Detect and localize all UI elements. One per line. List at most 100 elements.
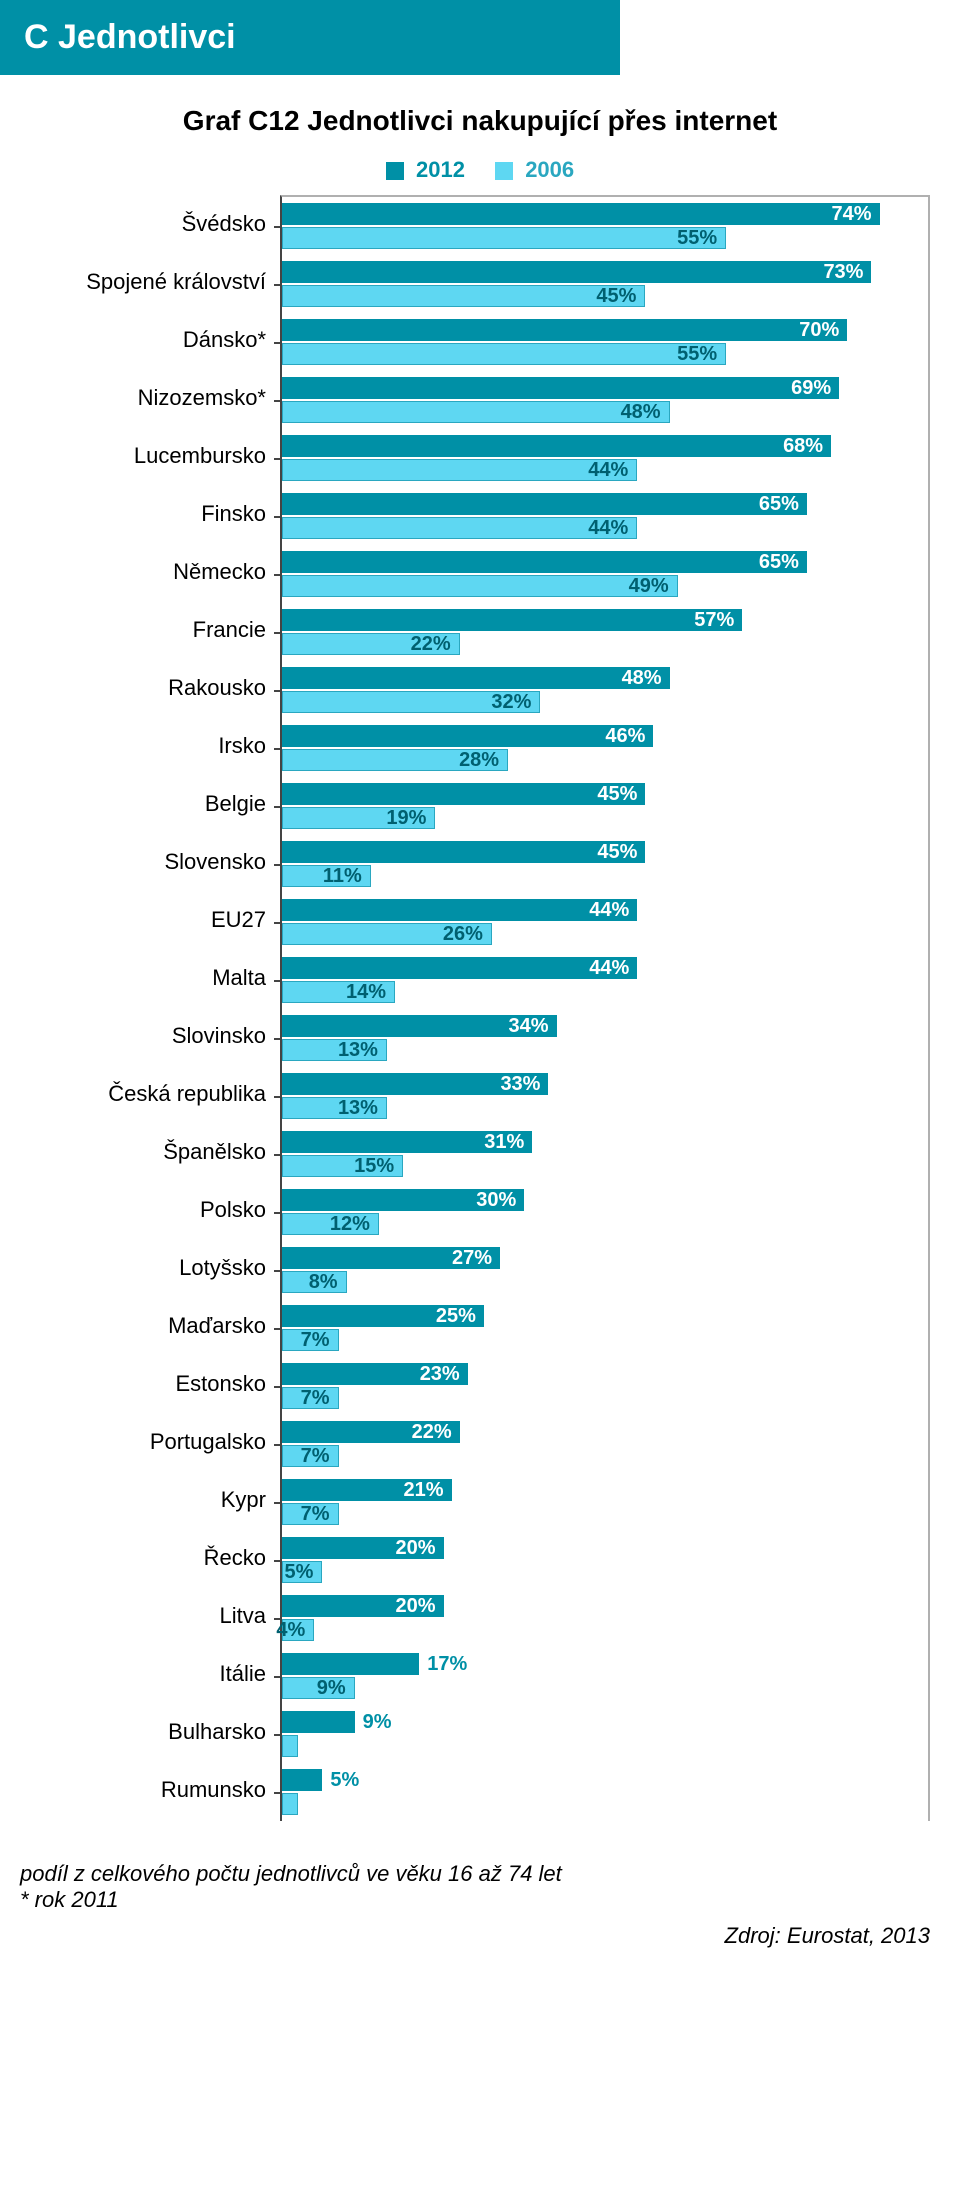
- bar-2006: 5%: [282, 1561, 322, 1583]
- bar-2012: 57%: [282, 609, 742, 631]
- bar-2012: 73%: [282, 261, 871, 283]
- value-2006: 9%: [317, 1677, 354, 1700]
- bar-2012: 45%: [282, 783, 645, 805]
- bar-row: 74%55%: [282, 197, 928, 255]
- bar-2012: 20%: [282, 1537, 444, 1559]
- bar-2012: 74%: [282, 203, 880, 225]
- bar-2012: 33%: [282, 1073, 548, 1095]
- value-2012: 9%: [355, 1711, 392, 1734]
- bar-row: 17% 9%: [282, 1647, 928, 1705]
- y-label: Lucembursko: [30, 427, 280, 485]
- bars-area: 74%55%73%45%70%55%69%48%68%44%65%44%65%4…: [280, 195, 930, 1821]
- bar-2006: [282, 1735, 298, 1757]
- legend-swatch-2012: [386, 162, 404, 180]
- bar-2006: 7%: [282, 1503, 339, 1525]
- bar-row: 20% 5%: [282, 1531, 928, 1589]
- y-label: Maďarsko: [30, 1297, 280, 1355]
- bar-2012: 69%: [282, 377, 839, 399]
- value-2006: 48%: [621, 401, 669, 424]
- bar-row: 44% 26%: [282, 893, 928, 951]
- bar-row: 46%28%: [282, 719, 928, 777]
- value-2006: 13%: [338, 1039, 386, 1062]
- bar-2006: 11%: [282, 865, 371, 887]
- bar-2006: 32%: [282, 691, 540, 713]
- bar-2006: 14%: [282, 981, 395, 1003]
- y-label: EU27: [30, 891, 280, 949]
- bar-2012: 68%: [282, 435, 831, 457]
- value-2006: 32%: [491, 691, 539, 714]
- bar-row: 57%22%: [282, 603, 928, 661]
- value-2012: 70%: [799, 319, 847, 342]
- bar-2006: 8%: [282, 1271, 347, 1293]
- bar-row: 21% 7%: [282, 1473, 928, 1531]
- bar-2006: 13%: [282, 1097, 387, 1119]
- bar-row: 69%48%: [282, 371, 928, 429]
- bar-row: 23%7%: [282, 1357, 928, 1415]
- legend-swatch-2006: [495, 162, 513, 180]
- bar-2012: 22%: [282, 1421, 460, 1443]
- y-label: Lotyšsko: [30, 1239, 280, 1297]
- y-label: Dánsko*: [30, 311, 280, 369]
- bar-row: 27% 8%: [282, 1241, 928, 1299]
- bar-row: 73%45%: [282, 255, 928, 313]
- bar-row: 9%: [282, 1705, 928, 1763]
- bar-row: 22% 7%: [282, 1415, 928, 1473]
- section-header: C Jednotlivci: [0, 0, 620, 75]
- y-label: Malta: [30, 949, 280, 1007]
- value-2012: 25%: [436, 1305, 484, 1328]
- y-label: Itálie: [30, 1645, 280, 1703]
- y-label: Německo: [30, 543, 280, 601]
- bar-2006: 22%: [282, 633, 460, 655]
- footnote: podíl z celkového počtu jednotlivců ve v…: [0, 1831, 960, 1913]
- y-label: Slovensko: [30, 833, 280, 891]
- value-2012: 23%: [420, 1363, 468, 1386]
- legend-label-2006: 2006: [525, 157, 574, 182]
- bar-2012: 23%: [282, 1363, 468, 1385]
- value-2012: 17%: [419, 1653, 467, 1676]
- value-2012: 31%: [484, 1131, 532, 1154]
- y-label: Švédsko: [30, 195, 280, 253]
- value-2006: 4%: [276, 1619, 313, 1642]
- bar-2012: 65%: [282, 493, 807, 515]
- bar-2012: 46%: [282, 725, 653, 747]
- y-axis-labels: ŠvédskoSpojené královstvíDánsko*Nizozems…: [30, 195, 280, 1819]
- value-2012: 27%: [452, 1247, 500, 1270]
- value-2006: 12%: [330, 1213, 378, 1236]
- y-label: Rakousko: [30, 659, 280, 717]
- value-2006: 13%: [338, 1097, 386, 1120]
- value-2012: 20%: [395, 1537, 443, 1560]
- value-2012: 73%: [823, 261, 871, 284]
- y-label: Polsko: [30, 1181, 280, 1239]
- bar-row: 25% 7%: [282, 1299, 928, 1357]
- chart-container: Graf C12 Jednotlivci nakupující přes int…: [0, 75, 960, 1831]
- bar-2006: 7%: [282, 1445, 339, 1467]
- value-2012: 22%: [412, 1421, 460, 1444]
- y-label: Rumunsko: [30, 1761, 280, 1819]
- y-label: Kypr: [30, 1471, 280, 1529]
- value-2012: 68%: [783, 435, 831, 458]
- bar-row: 48%32%: [282, 661, 928, 719]
- value-2006: 7%: [301, 1329, 338, 1352]
- value-2012: 74%: [832, 203, 880, 226]
- bar-2006: 26%: [282, 923, 492, 945]
- value-2012: 65%: [759, 551, 807, 574]
- legend-label-2012: 2012: [416, 157, 465, 182]
- y-label: Spojené království: [30, 253, 280, 311]
- value-2006: 19%: [386, 807, 434, 830]
- bar-row: 70%55%: [282, 313, 928, 371]
- bar-row: 45%11%: [282, 835, 928, 893]
- bar-2006: 4%: [282, 1619, 314, 1641]
- y-label: Finsko: [30, 485, 280, 543]
- bar-2012: 31%: [282, 1131, 532, 1153]
- y-label: Estonsko: [30, 1355, 280, 1413]
- y-label: Španělsko: [30, 1123, 280, 1181]
- bar-2006: 44%: [282, 459, 637, 481]
- value-2012: 21%: [404, 1479, 452, 1502]
- y-label: Portugalsko: [30, 1413, 280, 1471]
- bar-2006: 44%: [282, 517, 637, 539]
- y-label: Francie: [30, 601, 280, 659]
- y-label: Irsko: [30, 717, 280, 775]
- bar-2012: 21%: [282, 1479, 452, 1501]
- bar-2012: 25%: [282, 1305, 484, 1327]
- value-2012: 44%: [589, 899, 637, 922]
